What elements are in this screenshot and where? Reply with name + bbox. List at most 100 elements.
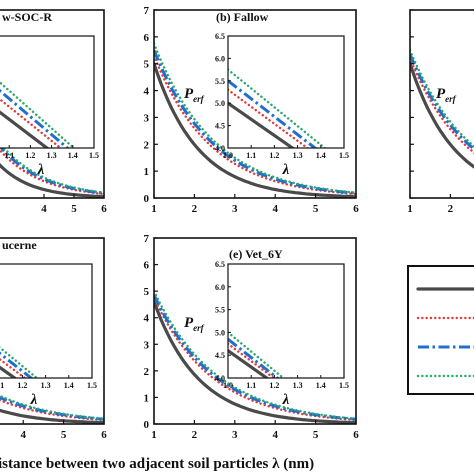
inset-frame (227, 263, 345, 379)
inset-x-tick-label: 1.0 (223, 151, 233, 160)
panel-e-inset: 1.0 1.1 1.2 1.3 1.4 1.5 4.0 4.5 5.0 5.5 6.0 6.5 λ Per… (184, 260, 349, 408)
x-tick-label: 6 (101, 203, 107, 215)
series-line-4 (0, 141, 104, 194)
inset-y-tick-label: 5.5 (215, 77, 225, 86)
inset-x-axis-label: λ (37, 162, 45, 178)
series-line-4 (410, 49, 474, 148)
inset-y-tick-label: 6.0 (215, 54, 225, 63)
inset-frame (0, 35, 95, 149)
inset-y-tick-label: 4.0 (215, 374, 225, 383)
x-tick-label: 6 (353, 429, 359, 441)
panel-d-curves (0, 394, 104, 424)
panel-d-title: ucerne (2, 238, 37, 252)
y-tick-label: 6 (144, 260, 150, 272)
inset-y-tick-label: 6.5 (215, 260, 225, 269)
x-tick-label: 1 (407, 203, 413, 215)
inset-series-line-1 (228, 349, 270, 378)
y-tick-label: 7 (144, 5, 150, 17)
x-tick-label: 6 (353, 203, 359, 215)
x-tick-label: 1 (151, 203, 157, 215)
inset-background (228, 36, 344, 148)
x-tick-label: 6 (101, 429, 107, 441)
series-line-1 (154, 300, 356, 424)
panels: 4 5 6w-SOC-R1.1 1.2 1.3 1.4 1.5λ1 2 3 4 5 601234567… (0, 5, 474, 441)
y-tick-label: 4 (144, 86, 150, 98)
inset-x-tick-label: 1.3 (47, 151, 57, 160)
inset-x-tick-label: 1.5 (339, 151, 349, 160)
y-tick-label: 2 (144, 139, 150, 151)
panel-e-curves (154, 289, 356, 424)
y-tick-label: 3 (144, 112, 150, 124)
inset-series-line-2 (228, 88, 310, 148)
series-line-2 (154, 296, 356, 422)
panel-e-frame (153, 237, 357, 425)
inset-background (228, 264, 344, 378)
y-tick-label: 4 (144, 313, 150, 325)
inset-x-tick-label: 1.4 (316, 151, 326, 160)
panel-a-inset: 1.1 1.2 1.3 1.4 1.5 λ (0, 35, 99, 178)
series-line-4 (154, 289, 356, 420)
x-tick-label: 5 (71, 203, 77, 215)
inset-frame (227, 35, 345, 149)
inset-series-line-4 (228, 331, 286, 378)
panel-a-title: w-SOC-R (2, 10, 52, 24)
inset-x-tick-label: 1.5 (87, 381, 97, 390)
y-tick-label: 1 (144, 166, 150, 178)
inset-series-line-3 (0, 88, 70, 148)
inset-y-tick-label: 4.5 (215, 351, 225, 360)
panel-b-curves (154, 42, 356, 198)
inset-x-tick-label: 1.1 (4, 151, 14, 160)
inset-curves (228, 68, 327, 148)
series-line-2 (154, 54, 356, 196)
inset-x-tick-label: 1.2 (25, 151, 35, 160)
panel-a-frame (0, 9, 105, 199)
inset-y-tick-label: 4.5 (215, 122, 225, 131)
inset-series-line-4 (228, 68, 327, 148)
y-tick-label: 0 (144, 419, 150, 431)
y-tick-label: 1 (144, 392, 150, 404)
x-tick-label: 2 (192, 203, 198, 215)
inset-series-line-2 (0, 97, 63, 148)
series-line-4 (154, 42, 356, 194)
inset-frame (0, 263, 93, 379)
inset-series-line-3 (228, 338, 280, 378)
panel-d: 4 5 6 ucerne 1.1 1.2 1.3 1.4 1.5 λ (0, 237, 107, 441)
x-tick-label: 3 (232, 429, 238, 441)
inset-x-tick-label: 1.4 (68, 151, 78, 160)
inset-x-tick-label: 1.4 (64, 381, 74, 390)
panel-c-curves (410, 49, 474, 169)
x-tick-label: 4 (41, 203, 47, 215)
series-line-1 (0, 408, 104, 424)
inset-x-tick-label: 1.1 (246, 381, 256, 390)
inset-x-tick-label: 1.5 (89, 151, 99, 160)
inset-series-line-1 (228, 101, 296, 148)
series-line-3 (0, 396, 104, 421)
panel-d-inset: 1.1 1.2 1.3 1.4 1.5 λ (0, 263, 97, 408)
y-tick-label: 2 (144, 366, 150, 378)
x-tick-label: 3 (232, 203, 238, 215)
y-tick-label: 3 (144, 339, 150, 351)
inset-curves (0, 80, 76, 148)
series-line-1 (0, 163, 104, 198)
inset-y-axis-label: Perf (184, 315, 205, 333)
series-line-3 (410, 53, 474, 151)
inset-series-line-3 (228, 79, 318, 148)
panel-d-frame (0, 237, 105, 425)
inset-x-tick-label: 1.1 (246, 151, 256, 160)
panel-c: 126.5.5.4.4.Perf (407, 9, 474, 215)
inset-y-tick-label: 4.0 (215, 144, 225, 153)
inset-x-axis-label: λ (30, 392, 38, 408)
inset-x-axis-label: λ (282, 392, 290, 408)
inset-y-tick-label: 6.0 (215, 283, 225, 292)
panel-e-title: (e) Vet_6Y (229, 247, 283, 261)
inset-x-tick-label: 1.3 (293, 381, 303, 390)
panel-b-title: (b) Fallow (216, 10, 269, 24)
legend-box (407, 265, 474, 395)
inset-x-tick-label: 1.2 (17, 381, 27, 390)
inset-x-tick-label: 1.0 (223, 381, 233, 390)
inset-series-line-1 (0, 110, 50, 148)
inset-x-tick-label: 1.3 (293, 151, 303, 160)
series-line-3 (154, 294, 356, 421)
inset-x-tick-label: 1.2 (269, 381, 279, 390)
